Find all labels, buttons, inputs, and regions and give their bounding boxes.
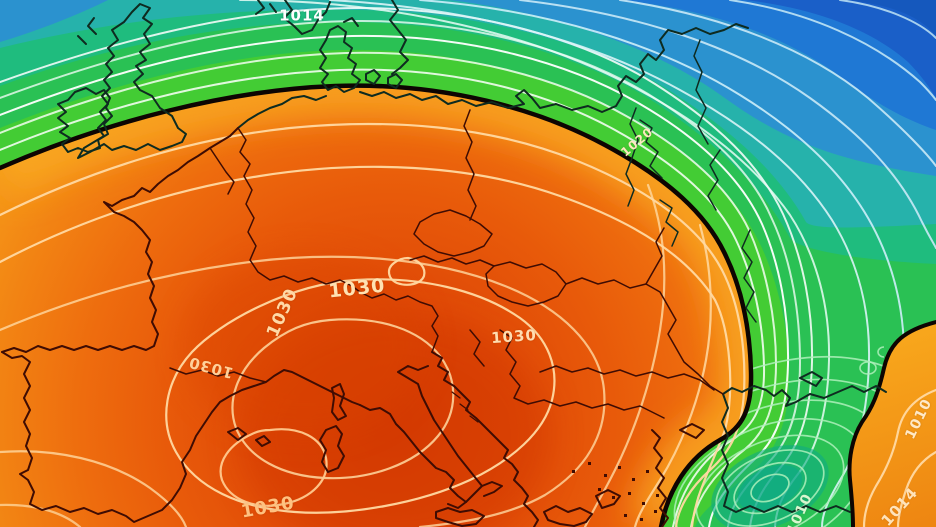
- turkey-warm-region: [849, 322, 936, 527]
- bold-front-contour: [0, 83, 936, 527]
- isobars-warm: [0, 122, 936, 527]
- coastlines-cool: [57, 0, 887, 513]
- aegean-islands: [572, 462, 659, 521]
- coastlines-warm: [1, 109, 724, 527]
